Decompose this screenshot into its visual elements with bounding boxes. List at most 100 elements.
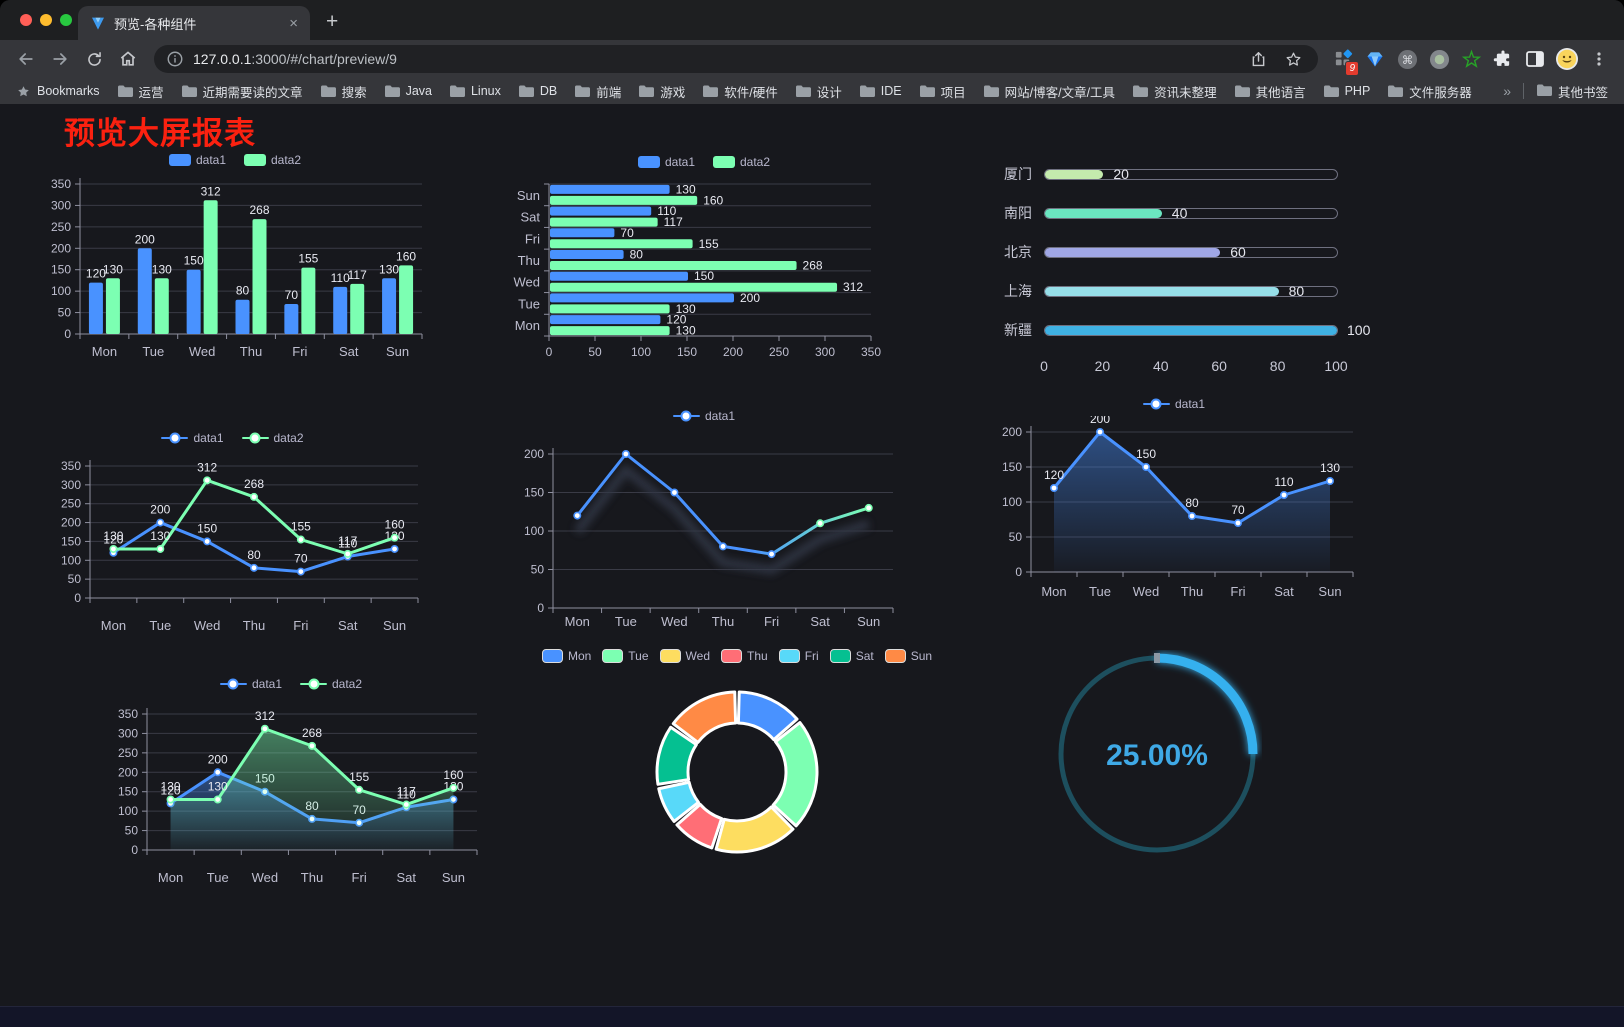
- new-tab-button[interactable]: +: [326, 10, 339, 33]
- bookmark-folder[interactable]: 资讯未整理: [1132, 82, 1217, 101]
- legend-item[interactable]: data2: [300, 677, 362, 691]
- bookmark-folder[interactable]: 项目: [919, 82, 966, 101]
- svg-text:155: 155: [699, 237, 719, 251]
- home-button[interactable]: [112, 44, 144, 74]
- svg-text:150: 150: [61, 534, 81, 548]
- svg-text:130: 130: [676, 324, 696, 338]
- bookmark-folder[interactable]: PHP: [1323, 84, 1370, 98]
- svg-text:Mon: Mon: [92, 344, 117, 359]
- svg-text:50: 50: [588, 345, 602, 359]
- bookmarks-overflow-button[interactable]: »: [1503, 83, 1511, 99]
- svg-text:300: 300: [61, 478, 81, 492]
- bookmark-folder[interactable]: IDE: [859, 84, 902, 98]
- back-button[interactable]: [10, 44, 42, 74]
- legend-item[interactable]: Sun: [884, 649, 932, 663]
- gradient-line-chart[interactable]: data1 0 50 100 150 200 Mon Tue Wed Thu Fri Sat Sun: [505, 402, 903, 632]
- legend-item[interactable]: Sat: [829, 649, 874, 663]
- bookmarks-manager[interactable]: Bookmarks: [16, 84, 100, 99]
- horizontal-bar-chart[interactable]: data1 data2 Sun Sat Fri Thu Wed Tue Mon 0 50 100 150…: [505, 150, 903, 368]
- legend-item[interactable]: data2: [713, 155, 770, 169]
- legend-item[interactable]: data1: [637, 155, 695, 169]
- bookmark-folder[interactable]: 其他语言: [1234, 82, 1306, 101]
- other-bookmarks-folder[interactable]: 其他书签: [1536, 82, 1608, 101]
- svg-text:130: 130: [161, 779, 181, 793]
- bookmark-folder[interactable]: 搜索: [320, 82, 367, 101]
- reload-button[interactable]: [78, 44, 110, 74]
- progress-bar-chart[interactable]: 厦门 20 南阳 40 北京 60 上海 80 新疆 100 0 20 40 60 80 100: [988, 158, 1370, 388]
- svg-text:200: 200: [118, 765, 138, 779]
- legend-item[interactable]: data1: [168, 153, 226, 167]
- svg-text:Mon: Mon: [158, 870, 183, 885]
- legend-item[interactable]: data2: [241, 431, 304, 445]
- browser-tab[interactable]: 预览-各种组件 ×: [78, 6, 310, 40]
- donut-chart[interactable]: Mon Tue Wed Thu Fri Sat Sun: [541, 644, 932, 876]
- legend-item[interactable]: data1: [161, 431, 224, 445]
- bookmark-folder[interactable]: 设计: [795, 82, 842, 101]
- legend-item[interactable]: Wed: [659, 649, 710, 663]
- extensions-puzzle-button[interactable]: [1488, 44, 1518, 74]
- legend-swatch: [713, 156, 735, 168]
- progress-track: 40: [1044, 204, 1338, 221]
- legend-item[interactable]: Tue: [602, 649, 649, 663]
- axis-tick-label: 80: [1269, 358, 1286, 374]
- legend-item[interactable]: data1: [672, 409, 735, 423]
- svg-text:250: 250: [61, 497, 81, 511]
- browser-menu-button[interactable]: [1584, 44, 1614, 74]
- svg-text:100: 100: [524, 524, 544, 538]
- maximize-window-button[interactable]: [60, 14, 72, 26]
- svg-text:350: 350: [51, 177, 71, 191]
- svg-text:200: 200: [1002, 425, 1022, 439]
- forward-button[interactable]: [44, 44, 76, 74]
- multi-line-chart[interactable]: data1 data2 0 50 100 150 200 250 300 350 Mon Tue Wed…: [40, 424, 425, 642]
- svg-text:Wed: Wed: [1133, 584, 1160, 599]
- progress-value: 40: [1171, 204, 1188, 221]
- legend-item[interactable]: Mon: [541, 649, 591, 663]
- extension-recorder-button[interactable]: [1424, 44, 1454, 74]
- svg-text:Fri: Fri: [1230, 584, 1245, 599]
- url-path: :3000/#/chart/preview/9: [251, 51, 397, 67]
- legend-item[interactable]: data1: [1142, 397, 1205, 411]
- bookmark-folder[interactable]: Java: [384, 84, 432, 98]
- address-bar[interactable]: 127.0.0.1:3000/#/chart/preview/9: [154, 45, 1318, 73]
- bookmark-folder[interactable]: Linux: [449, 84, 501, 98]
- bookmark-folder[interactable]: DB: [518, 84, 557, 98]
- bookmark-folder[interactable]: 网站/博客/文章/工具: [983, 82, 1115, 101]
- svg-text:100: 100: [51, 284, 71, 298]
- bookmark-folder[interactable]: 前端: [574, 82, 621, 101]
- side-panel-button[interactable]: [1520, 44, 1550, 74]
- legend-item[interactable]: data1: [219, 677, 282, 691]
- extension-tabs-button[interactable]: 9: [1328, 44, 1359, 76]
- svg-text:268: 268: [302, 726, 322, 740]
- tab-close-button[interactable]: ×: [289, 14, 298, 32]
- legend-item[interactable]: data2: [244, 153, 301, 167]
- progress-row: 新疆 100: [988, 322, 1370, 339]
- bookmark-star-button[interactable]: [1280, 44, 1306, 74]
- bookmark-folder[interactable]: 近期需要读的文章: [181, 82, 303, 101]
- progress-label: 新疆: [1004, 322, 1032, 338]
- bookmark-folder[interactable]: 文件服务器: [1387, 82, 1472, 101]
- bookmark-folder[interactable]: 运营: [117, 82, 164, 101]
- bookmarks-items: 运营 近期需要读的文章 搜索 Java Linux DB 前端 游戏 软件/硬件 设计 IDE 项目网…: [117, 82, 1472, 101]
- svg-text:Wed: Wed: [189, 344, 216, 359]
- single-area-chart[interactable]: data1 0 50 100 150 200 Mon Tue Wed Thu Fri Sat Sun 12…: [985, 392, 1363, 602]
- multi-area-chart[interactable]: data1 data2 0 50 100 150 200 250 300 350 Mon Tue Wed…: [95, 670, 487, 896]
- share-button[interactable]: [1245, 44, 1271, 74]
- extension-star-button[interactable]: [1456, 44, 1486, 74]
- gauge-chart[interactable]: 25.00%: [1052, 650, 1262, 862]
- extension-command-button[interactable]: ⌘: [1392, 44, 1422, 74]
- minimize-window-button[interactable]: [40, 14, 52, 26]
- close-window-button[interactable]: [20, 14, 32, 26]
- legend-swatch: [602, 649, 624, 663]
- bookmark-folder[interactable]: 软件/硬件: [702, 82, 778, 101]
- grouped-bar-chart[interactable]: data1 data2 0 50 100 150 200 250 300 350 Mon Tue Wed…: [40, 148, 430, 366]
- folder-icon: [181, 85, 197, 97]
- folder-icon: [1388, 85, 1404, 97]
- bookmark-folder[interactable]: 游戏: [638, 82, 685, 101]
- profile-avatar[interactable]: [1552, 44, 1582, 74]
- legend-item[interactable]: Fri: [778, 649, 819, 663]
- page-info-icon[interactable]: [166, 50, 184, 68]
- svg-text:Sat: Sat: [810, 614, 830, 629]
- extension-gem-button[interactable]: [1360, 44, 1390, 74]
- legend-item[interactable]: Thu: [721, 649, 768, 663]
- folder-icon: [1323, 85, 1339, 97]
